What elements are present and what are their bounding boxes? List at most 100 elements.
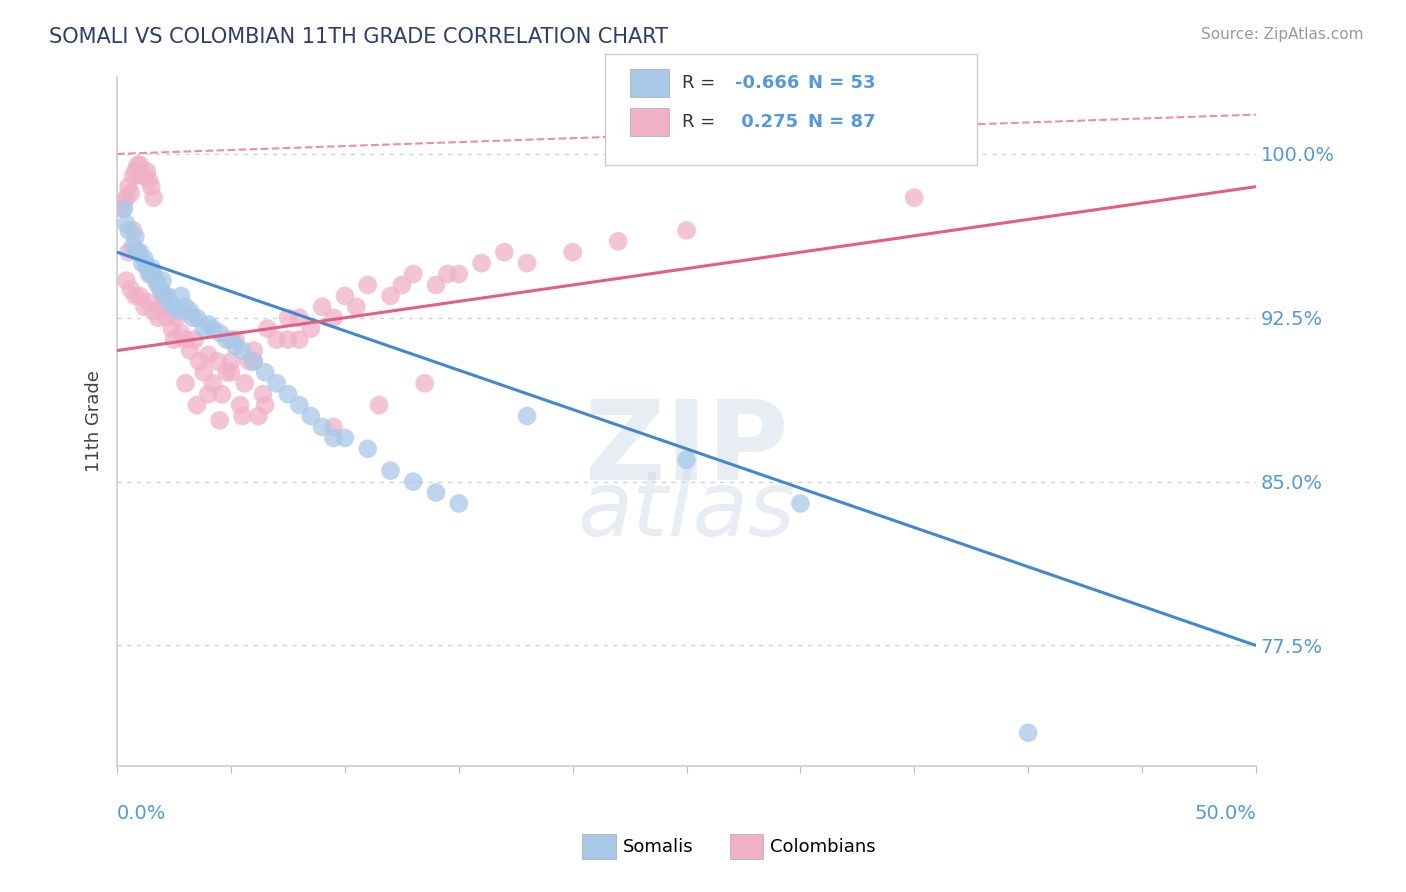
Point (115, 274, 138, 288)
Text: Colombians: Colombians (770, 838, 876, 855)
Point (197, 318, 219, 332)
Point (112, 194, 135, 209)
Text: N = 53: N = 53 (808, 74, 876, 92)
Point (288, 398, 311, 412)
Point (160, 321, 183, 335)
Point (219, 333, 242, 347)
Point (122, 169, 145, 183)
Point (170, 326, 193, 340)
Point (201, 376, 224, 391)
Point (243, 343, 266, 358)
Text: atlas: atlas (578, 467, 796, 555)
Point (311, 300, 333, 314)
Point (135, 164, 157, 178)
Point (167, 304, 190, 318)
Point (188, 354, 211, 368)
Point (516, 409, 538, 423)
Point (152, 289, 174, 303)
Point (148, 310, 170, 325)
Point (201, 321, 224, 335)
Point (675, 452, 697, 467)
Point (243, 354, 266, 368)
Point (229, 398, 252, 412)
Point (141, 179, 163, 194)
Text: N = 87: N = 87 (808, 113, 876, 131)
Point (129, 245, 152, 260)
Point (238, 354, 260, 368)
Point (127, 158, 149, 172)
Point (252, 387, 274, 401)
Point (153, 289, 176, 303)
Point (561, 245, 583, 260)
Point (129, 158, 152, 172)
Point (193, 321, 215, 335)
Point (322, 420, 344, 434)
Point (447, 267, 470, 281)
Point (357, 277, 380, 292)
Point (299, 321, 322, 335)
Point (413, 376, 436, 391)
Point (215, 333, 238, 347)
Point (152, 274, 174, 288)
Point (142, 267, 165, 281)
Point (124, 230, 146, 244)
Point (675, 223, 697, 237)
Point (148, 277, 170, 292)
Point (197, 348, 219, 362)
Text: SOMALI VS COLOMBIAN 11TH GRADE CORRELATION CHART: SOMALI VS COLOMBIAN 11TH GRADE CORRELATI… (49, 27, 668, 46)
Point (193, 365, 215, 379)
Point (156, 310, 179, 325)
Point (174, 376, 197, 391)
Point (247, 409, 270, 423)
Point (124, 289, 146, 303)
Point (165, 310, 187, 325)
Point (277, 387, 299, 401)
Point (266, 333, 288, 347)
Point (225, 339, 247, 353)
Point (134, 300, 156, 314)
Point (219, 365, 242, 379)
Point (179, 304, 201, 318)
Point (211, 387, 233, 401)
Point (138, 267, 160, 281)
Point (344, 300, 367, 314)
Point (134, 169, 156, 183)
Point (174, 300, 197, 314)
Point (233, 376, 256, 391)
Point (322, 310, 344, 325)
Text: 0.0%: 0.0% (117, 805, 166, 823)
Point (163, 300, 186, 314)
Point (156, 289, 179, 303)
Point (254, 398, 277, 412)
Point (436, 267, 458, 281)
Point (111, 202, 134, 216)
Point (219, 354, 242, 368)
Point (288, 310, 311, 325)
Point (152, 300, 174, 314)
Point (149, 282, 172, 296)
Point (425, 485, 447, 500)
Point (145, 274, 167, 288)
Point (299, 409, 322, 423)
Point (215, 365, 238, 379)
Point (471, 256, 494, 270)
Text: 50.0%: 50.0% (1194, 805, 1256, 823)
Point (256, 321, 278, 335)
Point (333, 431, 356, 445)
Point (135, 260, 157, 275)
Point (134, 252, 156, 266)
Text: ZIP: ZIP (585, 395, 789, 502)
Point (243, 354, 266, 368)
Point (607, 234, 630, 248)
Point (789, 496, 811, 510)
Point (277, 310, 299, 325)
Point (380, 289, 402, 303)
Point (181, 310, 204, 325)
Point (112, 202, 135, 216)
Point (254, 365, 277, 379)
Point (231, 409, 253, 423)
Point (380, 464, 402, 478)
Point (402, 267, 425, 281)
Point (183, 333, 205, 347)
Point (494, 245, 516, 260)
